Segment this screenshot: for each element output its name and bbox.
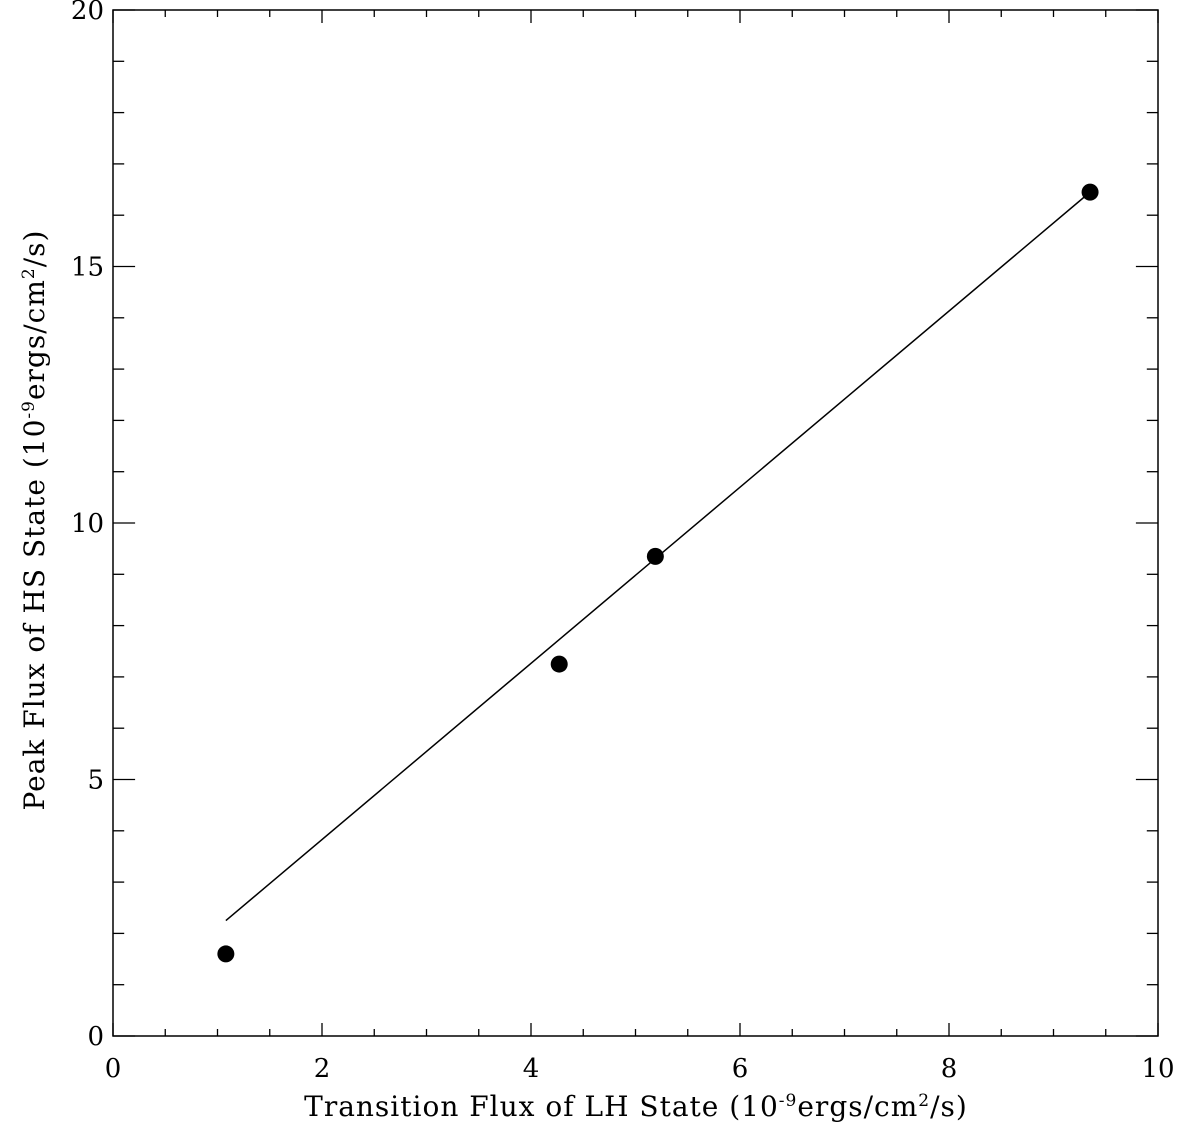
y-tick-label: 10: [71, 509, 104, 539]
data-point: [217, 945, 235, 963]
y-tick-label: 0: [87, 1022, 104, 1052]
x-tick-label: 0: [105, 1054, 122, 1084]
axis-tick-labels: 0 2 4 6 8 10 0 5 10 15 20: [71, 0, 1175, 1084]
y-tick-label: 20: [71, 0, 104, 26]
plot-frame: [112, 9, 1159, 1037]
y-axis-label: Peak Flux of HS State (10-9ergs/cm2/s): [18, 230, 51, 811]
x-tick-label: 10: [1141, 1054, 1174, 1084]
data-point: [1081, 183, 1099, 201]
data-point: [646, 547, 664, 565]
data-point: [550, 655, 568, 673]
axis-ticks: [112, 9, 1159, 1037]
x-tick-label: 4: [523, 1054, 540, 1084]
data-points: [217, 183, 1099, 963]
x-axis-label: Transition Flux of LH State (10-9ergs/cm…: [304, 1090, 968, 1123]
y-tick-label: 5: [87, 766, 104, 796]
y-tick-label: 15: [71, 253, 104, 283]
x-tick-label: 2: [314, 1054, 331, 1084]
x-tick-label: 6: [732, 1054, 749, 1084]
x-tick-label: 8: [941, 1054, 958, 1084]
